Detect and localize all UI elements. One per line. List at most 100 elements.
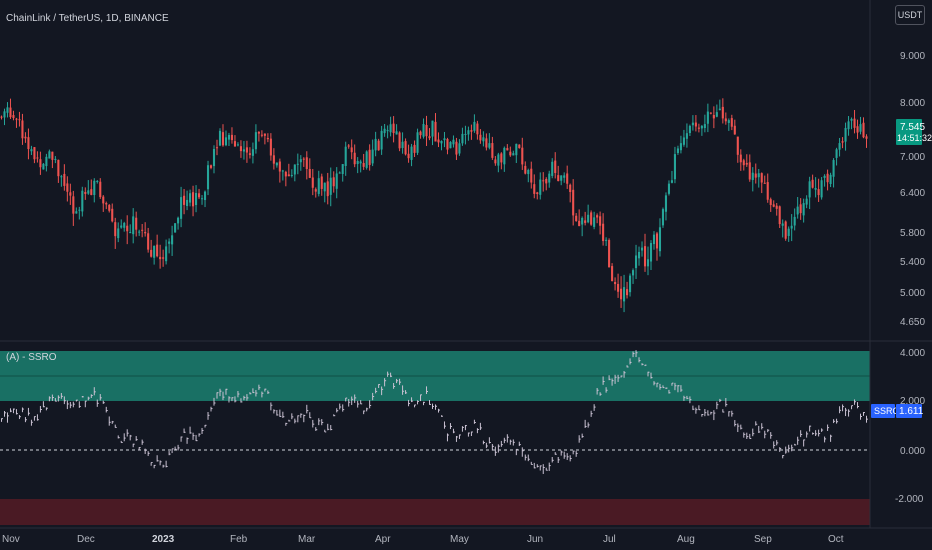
candle-body	[524, 165, 527, 174]
candle-body	[335, 173, 338, 189]
candle-body	[682, 137, 685, 145]
candle-body	[251, 149, 254, 156]
candle-body	[670, 180, 673, 183]
candle-body	[479, 134, 482, 141]
candle-body	[578, 220, 581, 227]
candle-countdown: 14:51:32	[897, 133, 932, 143]
candle-body	[192, 192, 195, 207]
ssro-name-tag	[871, 404, 895, 418]
candle-body	[78, 209, 81, 211]
candle-body	[715, 112, 718, 117]
candle-body	[404, 141, 407, 155]
ssro-tick: -2.000	[895, 494, 924, 505]
candle-body	[808, 181, 811, 198]
candle-body	[174, 223, 177, 233]
candle-body	[233, 141, 237, 147]
currency-button[interactable]: USDT	[895, 5, 925, 25]
candle-body	[772, 204, 775, 207]
candle-body	[254, 132, 257, 150]
candle-body	[395, 131, 398, 135]
candle-body	[126, 225, 129, 232]
candle-body	[637, 251, 641, 259]
candle-body	[614, 282, 617, 285]
price-tick: 5.000	[900, 288, 925, 299]
candle-body	[419, 131, 422, 136]
candle-body	[688, 125, 691, 134]
candle-body	[84, 192, 87, 194]
candle-body	[389, 124, 392, 133]
candle-body	[197, 193, 201, 198]
candle-body	[763, 182, 766, 184]
ssro-lower-zone	[0, 499, 870, 525]
candle-body	[757, 173, 760, 178]
candle-body	[847, 121, 850, 130]
candle-body	[560, 175, 563, 181]
ssro-name-label: SSRO	[874, 406, 900, 416]
candle-body	[93, 180, 96, 195]
candle-body	[332, 177, 335, 187]
candle-body	[844, 127, 847, 142]
candle-body	[790, 225, 793, 229]
ssro-tick: 0.000	[900, 446, 925, 457]
candle-body	[54, 158, 57, 160]
candle-body	[461, 133, 464, 144]
candle-body	[742, 160, 745, 166]
time-tick: Sep	[754, 534, 772, 545]
candle-body	[434, 121, 437, 142]
candle-body	[655, 233, 659, 249]
candle-body	[679, 143, 682, 151]
candle-body	[664, 195, 668, 212]
candle-body	[281, 170, 284, 172]
candle-body	[57, 159, 60, 177]
candle-body	[617, 283, 620, 292]
candle-body	[626, 289, 629, 296]
candle-body	[694, 122, 697, 127]
candle-body	[865, 136, 868, 139]
candle-body	[721, 106, 724, 119]
candle-body	[530, 168, 533, 183]
candle-body	[820, 180, 823, 198]
candle-body	[386, 130, 389, 132]
candle-body	[165, 246, 168, 262]
candle-body	[138, 231, 141, 233]
candle-body	[518, 144, 521, 149]
candle-body	[760, 173, 763, 183]
candle-body	[272, 155, 275, 164]
candle-body	[365, 151, 368, 168]
candle-body	[506, 148, 509, 151]
price-tick: 7.000	[900, 152, 925, 163]
candle-body	[96, 181, 99, 183]
candle-body	[168, 241, 171, 244]
candle-body	[314, 189, 317, 192]
candle-body	[554, 160, 557, 174]
price-tick: 8.000	[900, 98, 925, 109]
time-tick: 2023	[152, 534, 175, 545]
candle-body	[536, 192, 539, 195]
candle-body	[658, 227, 662, 252]
price-tick: 4.650	[900, 317, 925, 328]
candle-body	[48, 151, 51, 159]
time-tick: Nov	[2, 534, 20, 545]
candle-body	[787, 228, 790, 236]
candle-body	[850, 118, 853, 121]
candle-body	[557, 175, 560, 182]
candle-body	[69, 192, 72, 196]
candle-body	[203, 191, 207, 201]
candle-body	[323, 182, 326, 192]
candle-body	[66, 183, 69, 192]
candle-body	[45, 156, 48, 167]
candle-body	[81, 190, 84, 212]
candle-body	[745, 162, 748, 165]
candle-body	[114, 222, 117, 237]
candle-body	[36, 157, 39, 159]
candle-body	[239, 146, 242, 152]
candle-body	[221, 132, 225, 146]
candle-body	[359, 161, 362, 164]
candle-body	[646, 259, 650, 267]
candle-body	[189, 193, 192, 203]
candle-body	[593, 217, 596, 227]
candle-body	[569, 184, 572, 193]
candle-body	[811, 179, 814, 188]
candle-body	[362, 162, 365, 167]
time-tick: Mar	[298, 534, 316, 545]
